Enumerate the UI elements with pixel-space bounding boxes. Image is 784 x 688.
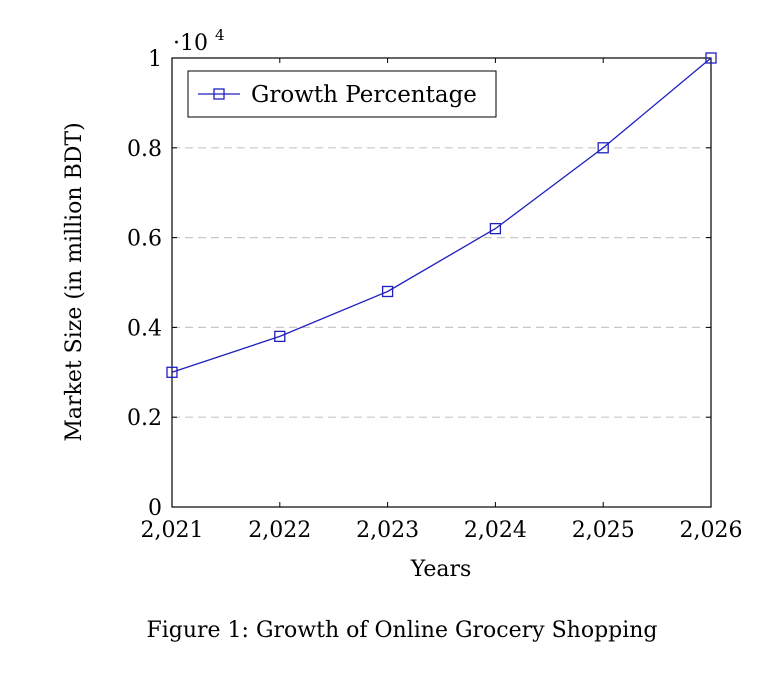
series-layer — [166, 52, 717, 378]
x-tick-label: 2,026 — [680, 518, 743, 543]
y-tick-label: 0.8 — [127, 137, 162, 162]
x-axis-title: Years — [410, 557, 472, 582]
figure-caption: Figure 1: Growth of Online Grocery Shopp… — [146, 618, 657, 643]
data-point-square — [381, 285, 394, 298]
y-tick-label: 0.4 — [127, 316, 162, 341]
data-point-square — [274, 330, 286, 343]
x-tick-label: 2,021 — [141, 518, 204, 543]
x-tick-label: 2,024 — [464, 518, 527, 543]
legend: Growth Percentage — [187, 70, 497, 118]
y-tick-label: 0 — [148, 496, 162, 521]
data-point-square — [489, 222, 502, 235]
data-point-square — [166, 366, 178, 378]
data-point-square — [705, 52, 717, 64]
x-tick-label: 2,023 — [356, 518, 419, 543]
y-tick-label: 1 — [148, 47, 162, 72]
series-line-0 — [171, 57, 712, 373]
y-axis-title: Market Size (in million BDT) — [62, 122, 87, 441]
x-tick-label: 2,025 — [572, 518, 635, 543]
y-tick-label: 0.6 — [127, 227, 162, 252]
plot-area-frame — [171, 57, 712, 508]
y-tick-label: 0.2 — [127, 406, 162, 431]
legend-label: Growth Percentage — [251, 82, 477, 108]
grid-lines — [172, 147, 711, 418]
x-tick-label: 2,022 — [248, 518, 311, 543]
legend-square-marker-icon — [213, 88, 225, 100]
data-point-square — [597, 142, 609, 154]
y-axis-multiplier: ·10 4 — [173, 26, 225, 56]
axis-ticks: 0 0.2 0.4 0.6 0.8 1 2,021 2,022 2,023 2,024 2,025 2… — [127, 47, 742, 543]
